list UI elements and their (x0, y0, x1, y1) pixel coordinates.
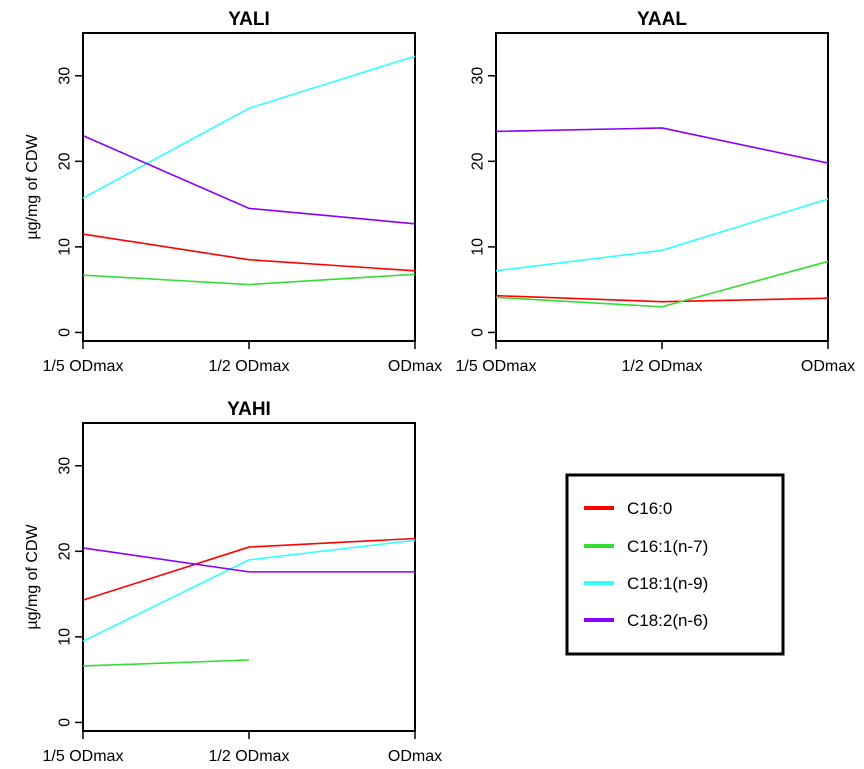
legend-label-c16-0: C16:0 (627, 499, 672, 518)
series-line-c18-2-n-6 (496, 128, 828, 163)
series-line-c16-0 (83, 234, 415, 271)
x-tick-label: 1/5 ODmax (43, 748, 124, 764)
series-line-c18-1-n-9 (83, 56, 415, 198)
y-tick-label: 10 (57, 238, 74, 256)
y-axis-label: µg/mg of CDW (24, 133, 41, 239)
legend-label-c16-1: C16:1(n-7) (627, 537, 708, 556)
y-tick-label: 0 (470, 328, 487, 337)
series-line-c18-2-n-6 (83, 136, 415, 224)
plot-frame (496, 33, 828, 341)
y-tick-label: 20 (57, 542, 74, 560)
chart-title: YALI (228, 9, 270, 30)
y-tick-label: 10 (57, 628, 74, 646)
y-tick-label: 0 (57, 328, 74, 337)
y-tick-label: 30 (57, 457, 74, 475)
series-line-c16-1-n-7 (83, 660, 249, 666)
x-tick-label: ODmax (388, 748, 442, 764)
y-tick-label: 20 (57, 152, 74, 170)
x-tick-label: ODmax (388, 358, 442, 375)
panel-yahi: YAHI 0 10 20 30 1/5 ODmax 1/2 ODmax ODmax µg/mg … (24, 399, 442, 764)
chart-title: YAHI (227, 399, 271, 420)
panel-yaal: YAAL 0 10 20 30 1/5 ODmax 1/2 ODmax ODmax (456, 9, 856, 375)
y-tick-label: 30 (57, 67, 74, 85)
x-tick-label: 1/5 ODmax (456, 358, 537, 375)
plot-frame (83, 33, 415, 341)
series-line-c18-1-n-9 (496, 199, 828, 271)
series-line-c16-0 (83, 539, 415, 601)
y-axis-label: µg/mg of CDW (24, 523, 41, 629)
chart-title: YAAL (637, 9, 687, 30)
y-tick-label: 20 (470, 152, 487, 170)
legend: C16:0 C16:1(n-7) C18:1(n-9) C18:2(n-6) (567, 475, 783, 654)
x-tick-label: 1/2 ODmax (209, 358, 290, 375)
y-tick-label: 0 (57, 718, 74, 727)
series-line-c16-1-n-7 (83, 274, 415, 284)
y-tick-label: 10 (470, 238, 487, 256)
x-tick-label: ODmax (801, 358, 855, 375)
y-tick-label: 30 (470, 67, 487, 85)
x-tick-label: 1/2 ODmax (622, 358, 703, 375)
x-tick-label: 1/5 ODmax (43, 358, 124, 375)
panel-yali: YALI 0 10 20 30 1/5 ODmax 1/2 ODmax ODmax µg/mg … (24, 9, 442, 375)
legend-label-c18-1: C18:1(n-9) (627, 574, 708, 593)
plot-frame (83, 423, 415, 731)
x-tick-label: 1/2 ODmax (209, 748, 290, 764)
legend-label-c18-2: C18:2(n-6) (627, 611, 708, 630)
